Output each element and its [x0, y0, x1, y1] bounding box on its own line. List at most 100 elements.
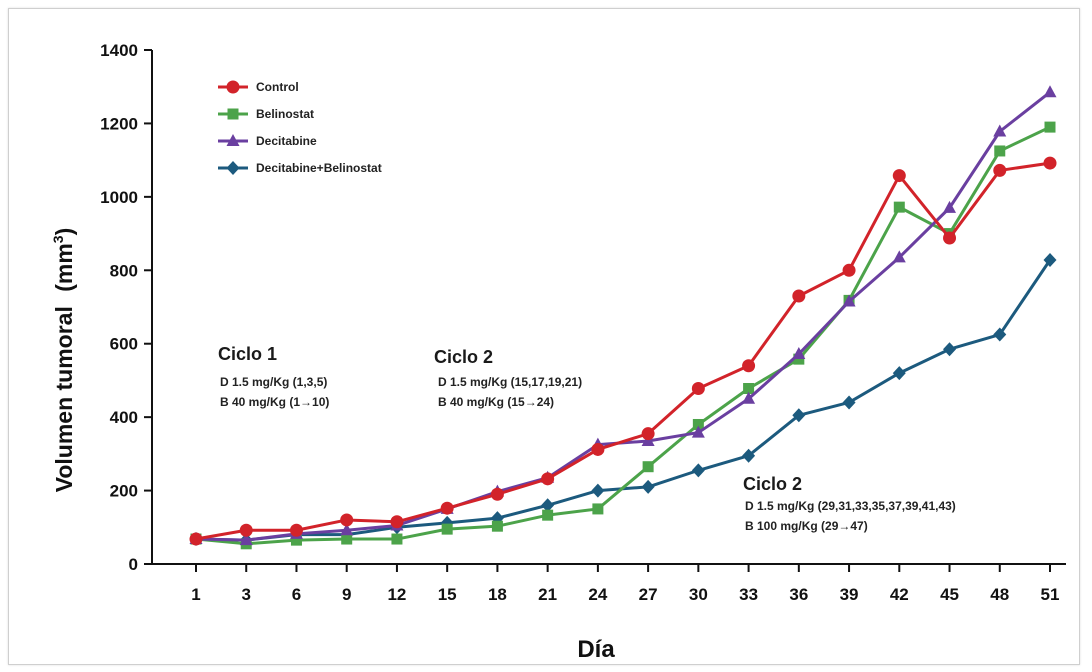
legend-label: Decitabine: [256, 134, 317, 148]
annotation-line: D 1.5 mg/Kg (15,17,19,21): [438, 375, 582, 389]
data-point-control: [742, 359, 756, 373]
x-tick-label: 6: [292, 585, 301, 604]
x-tick-label: 48: [990, 585, 1009, 604]
legend-swatch-marker: [227, 108, 239, 120]
data-point-decitabine-belinostat: [842, 395, 856, 410]
legend-label: Decitabine+Belinostat: [256, 161, 382, 175]
annotation-title: Ciclo 2: [434, 347, 493, 367]
legend-item-decitabine-belinostat: Decitabine+Belinostat: [218, 161, 382, 175]
x-tick-label: 24: [588, 585, 607, 604]
legend-label: Control: [256, 80, 299, 94]
series-line-belinostat: [195, 125, 1051, 546]
data-point-belinostat: [994, 145, 1006, 157]
legend-swatch-marker: [226, 134, 240, 146]
annotation-line: B 40 mg/Kg (1→10): [220, 395, 329, 409]
series-layer: [189, 85, 1057, 550]
series-belinostat: [190, 121, 1056, 550]
data-point-control: [390, 515, 404, 529]
y-tick-label: 1000: [100, 188, 138, 207]
annotation-line: D 1.5 mg/Kg (1,3,5): [220, 375, 327, 389]
data-point-decitabine: [993, 124, 1007, 137]
legend-item-control: Control: [218, 80, 299, 94]
data-point-decitabine-belinostat: [591, 483, 605, 498]
data-point-belinostat: [692, 418, 704, 430]
y-axis-title-unit-close: ): [51, 228, 77, 236]
data-point-belinostat: [642, 461, 654, 473]
data-point-decitabine-belinostat: [691, 463, 705, 478]
y-tick-label: 400: [110, 408, 138, 427]
data-point-belinostat: [1044, 121, 1056, 133]
y-tick-label: 600: [110, 335, 138, 354]
data-point-control: [842, 263, 856, 277]
axes: [151, 50, 1066, 565]
y-ticks: 0 200 400 600 800 1000 1200 1400: [100, 41, 152, 574]
data-point-control: [541, 472, 555, 486]
data-point-decitabine-belinostat: [641, 479, 655, 494]
data-point-decitabine: [842, 294, 856, 307]
data-point-control: [289, 523, 303, 537]
data-point-control: [239, 523, 253, 537]
data-point-control: [189, 532, 203, 546]
x-axis-title: Día: [577, 636, 615, 663]
annotation-ciclo-2-second: Ciclo 2 D 1.5 mg/Kg (29,31,33,35,37,39,4…: [743, 474, 956, 533]
data-point-decitabine-belinostat: [541, 498, 555, 513]
annotation-title: Ciclo 1: [218, 344, 277, 364]
x-tick-label: 3: [242, 585, 251, 604]
data-point-control: [993, 163, 1007, 177]
data-point-belinostat: [391, 533, 403, 545]
data-point-decitabine-belinostat: [892, 366, 906, 381]
annotation-line: D 1.5 mg/Kg (29,31,33,35,37,39,41,43): [745, 499, 956, 513]
legend-swatch-marker: [226, 80, 240, 94]
data-point-control: [892, 169, 906, 183]
y-axis-title: Volumen tumoral (mm3): [50, 228, 77, 493]
y-tick-label: 0: [129, 555, 138, 574]
data-point-decitabine-belinostat: [792, 408, 806, 423]
data-point-control: [490, 487, 504, 501]
data-point-decitabine: [1043, 85, 1057, 98]
data-point-decitabine: [943, 200, 957, 213]
data-point-decitabine: [691, 425, 705, 438]
data-point-belinostat: [441, 523, 453, 535]
legend-item-belinostat: Belinostat: [218, 107, 314, 121]
annotation-ciclo-1: Ciclo 1 D 1.5 mg/Kg (1,3,5) B 40 mg/Kg (…: [218, 344, 329, 409]
data-point-decitabine: [742, 391, 756, 404]
y-axis-title-unit: (mm: [51, 243, 77, 292]
x-tick-label: 30: [689, 585, 708, 604]
data-point-control: [943, 231, 957, 245]
data-point-decitabine-belinostat: [943, 342, 957, 357]
annotation-ciclo-2-first: Ciclo 2 D 1.5 mg/Kg (15,17,19,21) B 40 m…: [434, 347, 582, 409]
x-tick-label: 33: [739, 585, 758, 604]
x-tick-label: 9: [342, 585, 351, 604]
x-tick-label: 21: [538, 585, 557, 604]
x-tick-label: 39: [840, 585, 859, 604]
x-tick-label: 51: [1041, 585, 1060, 604]
legend: Control Belinostat Decitabine Decitabine+Be…: [218, 80, 382, 175]
x-tick-label: 36: [789, 585, 808, 604]
annotation-line: B 100 mg/Kg (29→47): [745, 519, 868, 533]
y-axis-title-unit-exponent: 3: [50, 235, 66, 243]
series-decitabine: [189, 85, 1057, 546]
data-point-control: [591, 442, 605, 456]
x-tick-label: 15: [438, 585, 457, 604]
series-line-control: [195, 161, 1051, 541]
legend-swatch-marker: [226, 161, 240, 175]
legend-label: Belinostat: [256, 107, 314, 121]
data-point-belinostat: [290, 534, 302, 546]
x-tick-label: 1: [191, 585, 200, 604]
data-point-control: [691, 382, 705, 396]
x-tick-label: 12: [387, 585, 406, 604]
data-point-control: [792, 289, 806, 303]
series-line-decitabine: [195, 91, 1051, 542]
series-control: [189, 156, 1057, 546]
y-tick-label: 800: [110, 261, 138, 280]
data-point-control: [1043, 156, 1057, 170]
data-point-belinostat: [743, 383, 755, 395]
data-point-decitabine-belinostat: [742, 448, 756, 463]
data-point-decitabine: [792, 346, 806, 359]
data-point-decitabine: [340, 523, 354, 536]
data-point-decitabine-belinostat: [993, 327, 1007, 342]
data-point-decitabine-belinostat: [1043, 253, 1057, 268]
data-point-belinostat: [793, 353, 805, 365]
data-point-control: [440, 501, 454, 515]
